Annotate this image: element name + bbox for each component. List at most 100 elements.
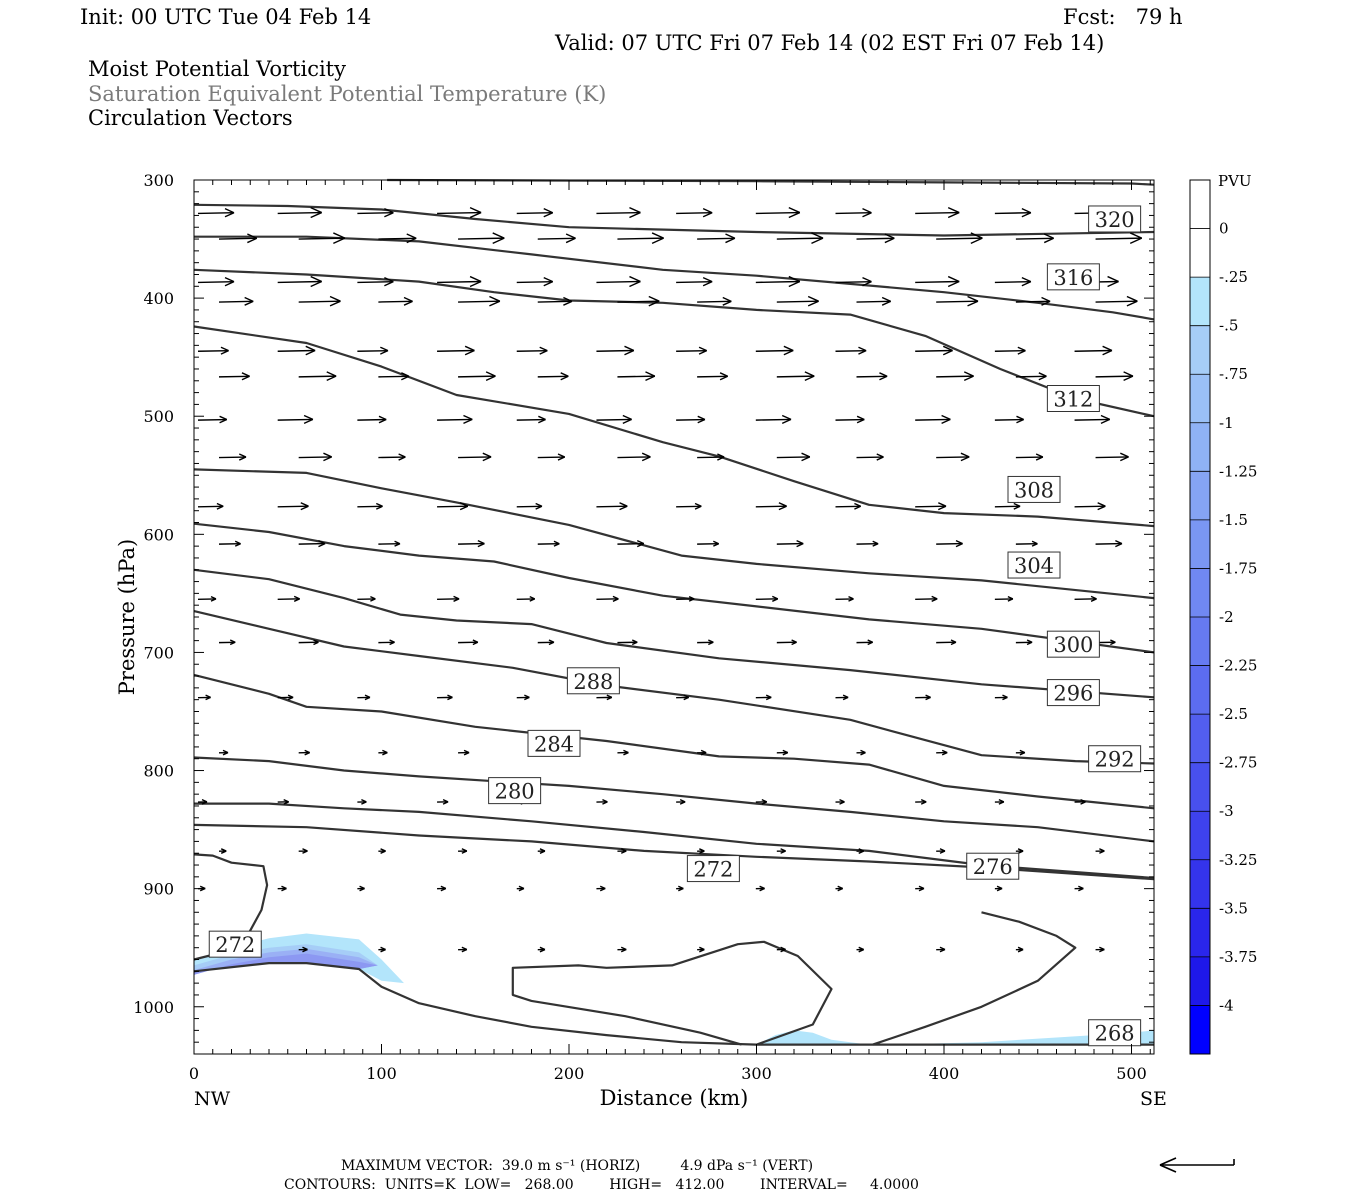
contour-308-4 xyxy=(193,325,1155,528)
vector-arrow xyxy=(537,296,573,306)
vector-arrow xyxy=(936,295,979,307)
vector-arrow xyxy=(537,453,566,461)
vector-arrow xyxy=(776,946,786,953)
vector-arrow xyxy=(915,502,947,511)
vector-arrow xyxy=(437,275,482,288)
contour-label-300: 300 xyxy=(1053,633,1093,657)
vector-arrow xyxy=(856,372,888,381)
pv-shade-2 xyxy=(887,1030,1154,1045)
vector-arrow xyxy=(277,885,287,892)
vector-arrow xyxy=(1015,233,1054,244)
field-title-pv: Moist Potential Vorticity xyxy=(88,57,346,81)
colorbar-label: 0 xyxy=(1219,220,1229,238)
vector-arrow xyxy=(218,639,236,646)
vector-arrow xyxy=(776,539,804,548)
vector-arrow xyxy=(298,232,346,244)
vector-arrow xyxy=(617,371,656,381)
vector-arrow xyxy=(936,371,974,381)
vector-arrow xyxy=(1015,639,1033,646)
x-right-end-label: SE xyxy=(1140,1088,1167,1110)
vector-arrow xyxy=(994,502,1021,510)
vector-arrow xyxy=(835,415,865,424)
vector-arrow xyxy=(1095,452,1129,462)
vector-arrow xyxy=(915,694,931,701)
colorbar-label: -4 xyxy=(1219,996,1234,1014)
vector-arrow xyxy=(537,233,576,244)
y-tick-label: 400 xyxy=(143,289,174,308)
y-tick-label: 600 xyxy=(143,525,174,544)
y-tick-label: 300 xyxy=(143,171,174,190)
vector-arrow xyxy=(1015,296,1051,306)
colorbar-segment xyxy=(1190,228,1210,278)
vector-arrow xyxy=(1015,453,1044,461)
vector-arrow xyxy=(197,502,224,510)
vector-arrow xyxy=(755,502,787,511)
vector-arrow xyxy=(994,798,1005,805)
vector-arrow xyxy=(516,415,546,424)
vector-arrow xyxy=(936,639,957,646)
colorbar-segment xyxy=(1190,568,1210,618)
vector-arrow xyxy=(378,453,406,461)
x-left-end-label: NW xyxy=(194,1088,231,1110)
vector-arrow xyxy=(218,372,250,381)
x-tick-label: 0 xyxy=(189,1064,199,1083)
vector-arrow xyxy=(676,885,684,892)
vector-arrow xyxy=(617,946,627,953)
vector-arrow xyxy=(357,208,394,218)
vector-arrow xyxy=(1015,946,1024,953)
y-tick-label: 500 xyxy=(143,407,174,426)
vector-arrow xyxy=(1015,540,1038,547)
vector-arrow xyxy=(856,453,884,461)
y-tick-label: 900 xyxy=(143,880,174,899)
vector-arrow xyxy=(776,639,797,646)
vector-arrow xyxy=(218,540,241,547)
vector-arrow xyxy=(915,275,960,288)
contour-292-8 xyxy=(193,610,1155,765)
x-tick-label: 200 xyxy=(554,1064,585,1083)
vector-arrow xyxy=(197,346,229,355)
colorbar-segment xyxy=(1190,762,1210,812)
contour-label-box-292 xyxy=(1088,745,1142,773)
contour-label-268: 268 xyxy=(1095,1022,1135,1046)
vector-arrow xyxy=(1074,345,1113,356)
vector-arrow xyxy=(197,596,217,602)
contour-label-284: 284 xyxy=(534,732,574,756)
colorbar: 0 -.25 -.5 -.75 -1 -1.25 -1.5 -1.75 -2 -2.25 -2.5 -… xyxy=(1189,179,1257,1055)
vector-arrow xyxy=(1074,885,1084,892)
colorbar-segment xyxy=(1190,617,1210,667)
vector-arrow xyxy=(197,208,235,218)
vector-arrow xyxy=(1095,539,1123,548)
colorbar-segment xyxy=(1190,811,1210,861)
vector-arrow xyxy=(776,749,789,756)
contour-label-272: 272 xyxy=(693,858,733,882)
vector-arrow xyxy=(755,694,772,701)
vector-arrow xyxy=(755,206,801,219)
vector-arrow xyxy=(776,295,819,307)
vector-arrow xyxy=(755,798,768,805)
contour-label-312: 312 xyxy=(1053,388,1093,412)
vector-arrow xyxy=(856,848,864,854)
vector-arrow xyxy=(277,694,294,701)
contour-label-box-276 xyxy=(966,852,1020,880)
colorbar-segment xyxy=(1190,325,1210,375)
vector-arrow xyxy=(617,749,629,756)
vector-arrow xyxy=(378,639,395,646)
vector-arrow xyxy=(1074,595,1097,602)
vector-arrow xyxy=(1095,295,1138,307)
pv-shade-band-2 xyxy=(194,953,378,975)
contour-label-288: 288 xyxy=(573,670,613,694)
plot-frame xyxy=(193,179,1155,1055)
colorbar-segment xyxy=(1190,908,1210,958)
colorbar-label: -.5 xyxy=(1219,317,1238,335)
vector-arrow xyxy=(994,694,1008,701)
vector-arrow xyxy=(617,539,645,548)
vector-arrow xyxy=(776,371,815,381)
vector-arrow xyxy=(357,276,394,287)
vector-arrow xyxy=(697,749,707,756)
contour-320-1 xyxy=(193,203,1155,237)
vector-arrow xyxy=(617,295,660,307)
contour-label-320: 320 xyxy=(1095,208,1135,232)
contour-label-box-308 xyxy=(1007,475,1061,503)
vector-arrow xyxy=(676,502,702,510)
colorbar-segment xyxy=(1190,519,1210,569)
